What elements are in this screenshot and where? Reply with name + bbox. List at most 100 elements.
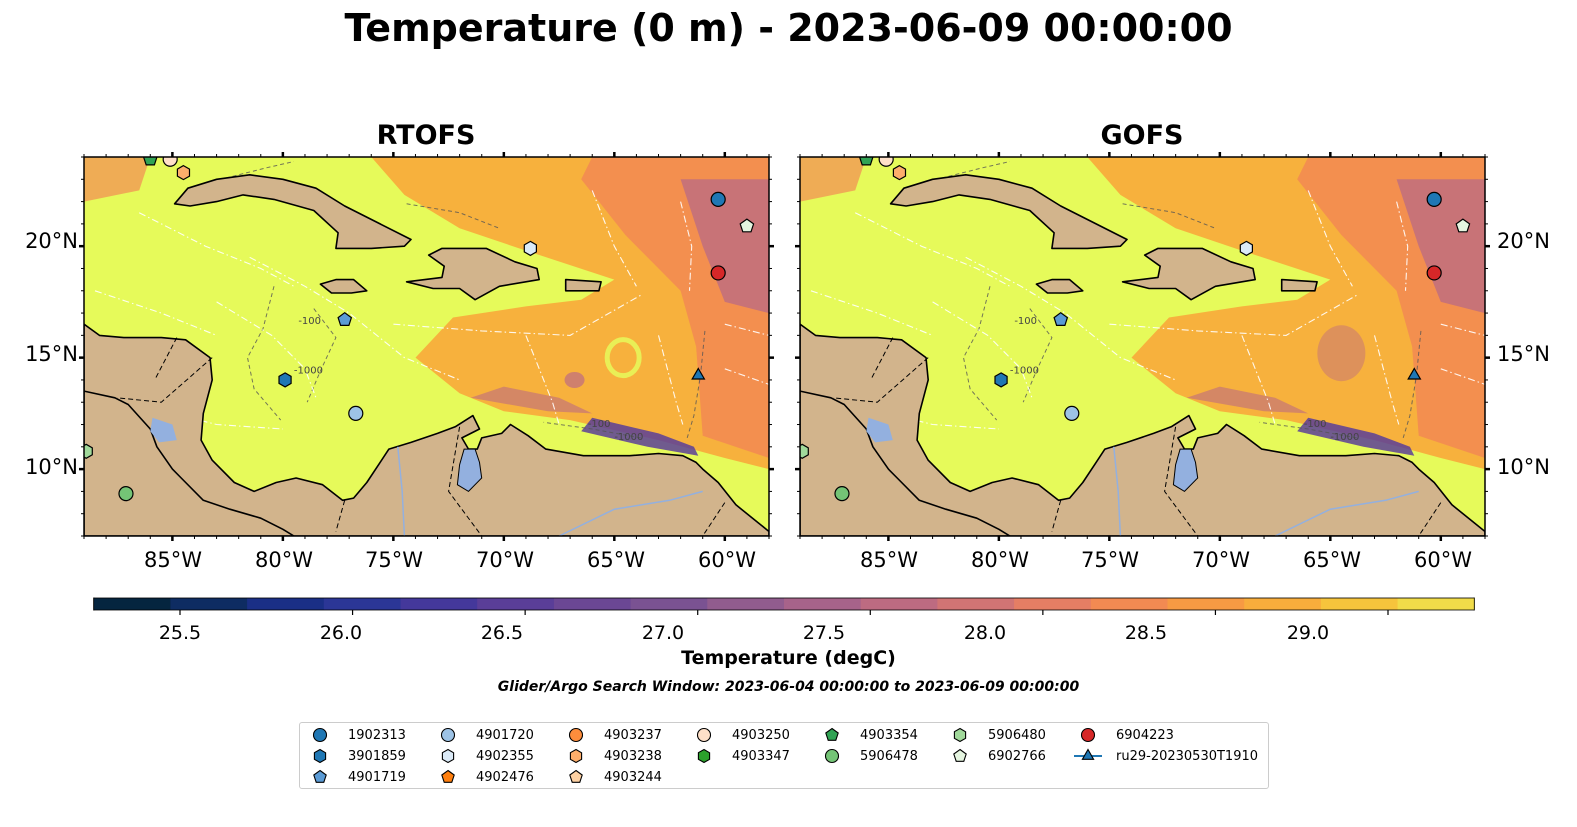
lake-nicaragua (866, 417, 893, 443)
float-marker (1053, 311, 1069, 326)
float-marker (1426, 265, 1442, 281)
warm-water-region (84, 157, 151, 202)
boundary-line (680, 201, 693, 291)
float-marker (1455, 218, 1471, 233)
float-marker (523, 240, 538, 257)
legend-marker (825, 727, 839, 741)
colorbar-segment (860, 598, 938, 610)
float-marker (84, 443, 93, 459)
legend-label: 4903354 (860, 727, 918, 743)
land-pacific (800, 390, 1011, 536)
colorbar-tick-label: 26.5 (480, 622, 524, 644)
float-marker (710, 265, 726, 281)
float-marker (878, 157, 894, 167)
float-marker (176, 164, 191, 181)
boundary-line (525, 335, 560, 425)
legend-label: 5906478 (860, 748, 918, 764)
legend-marker (569, 748, 583, 764)
country-border (1051, 500, 1062, 532)
legend-marker (569, 769, 583, 783)
legend-item: 4903244 (562, 767, 662, 787)
legend: 1902313 3901859 4901719 4901720 4902355 … (299, 722, 1269, 789)
float-marker (1426, 191, 1442, 207)
lon-tick-label: 70°W (1192, 548, 1250, 572)
river (558, 490, 703, 536)
legend-label: 4903347 (732, 748, 790, 764)
river (1274, 490, 1419, 536)
lon-tick-label: 65°W (587, 548, 645, 572)
legend-marker (313, 748, 327, 764)
contour-label: -100 (1014, 316, 1037, 327)
float-marker (710, 191, 726, 207)
colorbar-segment (170, 598, 248, 610)
legend-label: 6904223 (1116, 727, 1174, 743)
hexagon-marker-icon (953, 727, 967, 743)
legend-label: 6902766 (988, 748, 1046, 764)
cool-water-region (680, 179, 769, 314)
land-pr (1280, 278, 1318, 292)
colorbar-tick-label: 25.5 (158, 622, 202, 644)
boundary-line (393, 294, 642, 336)
lake-maracaibo (456, 448, 483, 493)
panel-title-rtofs: RTOFS (376, 120, 476, 151)
lon-tick-label: 85°W (860, 548, 918, 572)
contour-label: -100 (588, 419, 611, 430)
float-marker (858, 157, 874, 166)
boundary-line (965, 256, 1176, 381)
colorbar-segment (1167, 598, 1245, 610)
lon-tick-label: 75°W (1081, 548, 1139, 572)
legend-item: 4903354 (818, 725, 918, 745)
float-marker (348, 405, 364, 421)
legend-label: 4903238 (604, 748, 662, 764)
legend-item: 3901859 (306, 746, 406, 766)
lon-tick-label: 60°W (698, 548, 756, 572)
circle-marker-icon (696, 727, 712, 743)
boundary-line (216, 301, 317, 398)
hexagon-marker-icon (313, 748, 327, 764)
legend-label: 1902313 (348, 727, 406, 743)
contour-label: -1000 (1330, 432, 1359, 443)
bathymetry-contour (543, 421, 641, 439)
colorbar-segment (1090, 598, 1168, 610)
float-marker (118, 486, 134, 502)
colorbar-segment (93, 598, 171, 610)
bathymetry-contour (1402, 330, 1422, 439)
lat-tick-label: 20°N (25, 229, 78, 253)
float-marker (1064, 405, 1080, 421)
legend-label: 4901720 (476, 727, 534, 743)
colorbar-segment (630, 598, 708, 610)
circle-marker-icon (1080, 727, 1096, 743)
bathymetry-contour (1259, 421, 1357, 439)
legend-item: 4902355 (434, 746, 534, 766)
lon-tick-label: 60°W (1414, 548, 1472, 572)
contour-label: -1000 (614, 432, 643, 443)
legend-marker (697, 748, 711, 764)
panel-title-gofs: GOFS (1100, 120, 1184, 151)
lon-tick-label: 75°W (365, 548, 423, 572)
contour-label: -100 (1304, 419, 1327, 430)
legend-item: 5906480 (946, 725, 1046, 745)
legend-item: 4903347 (690, 746, 790, 766)
land-pr (564, 278, 602, 292)
eddy-swirl (1317, 325, 1366, 382)
boundary-line (724, 368, 769, 385)
boundary-line (854, 212, 1011, 287)
legend-item: 4901719 (306, 767, 406, 787)
hexagon-marker-icon (697, 748, 711, 764)
legend-marker (953, 727, 967, 743)
boundary-line (1241, 335, 1276, 425)
figure-title: Temperature (0 m) - 2023-06-09 00:00:00 (344, 6, 1233, 50)
circle-marker-icon (824, 748, 840, 764)
hexagon-marker-icon (569, 748, 583, 764)
boundary-line (932, 301, 1033, 398)
legend-marker (568, 727, 584, 743)
legend-item: ru29-20230530T1910 (1074, 746, 1258, 766)
legend-label: 4903237 (604, 727, 662, 743)
map-panels: -100-1000-100-1000-100-1000-100-1000 (79, 152, 1490, 541)
country-border (117, 357, 213, 403)
colorbar-segment (1320, 598, 1399, 610)
warm-water-region (800, 157, 867, 202)
land-mainland (84, 323, 769, 536)
land-cuba (173, 174, 412, 250)
land-jamaica (1035, 278, 1084, 294)
